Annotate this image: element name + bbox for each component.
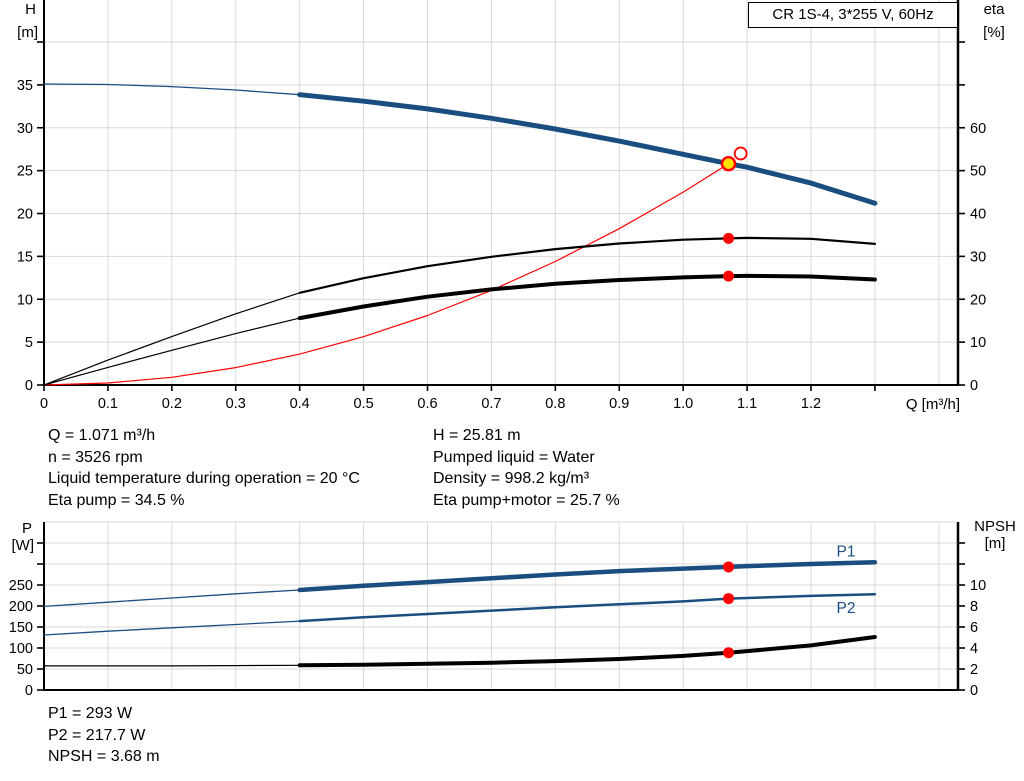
left-tick-label: 0 [25,683,33,699]
npsh-curve [297,635,877,668]
head-curve [297,92,878,206]
x-tick-label: 0 [40,396,48,412]
left-tick-label: 5 [25,335,33,351]
left-tick-label: 15 [17,249,33,265]
annotation-speed: n = 3526 rpm [48,449,143,466]
right-tick-label: 10 [970,578,986,594]
left-tick-label: 200 [9,599,33,615]
x-tick-label: 0.7 [481,396,501,412]
right-tick-label: 20 [970,292,986,308]
eta-pump-curve-thin [43,292,301,386]
x-tick-label: 0.9 [609,396,629,412]
left-tick-label: 150 [9,620,33,636]
x-tick-label: 1.1 [737,396,757,412]
right-tick-label: 6 [970,620,978,636]
p1-curve-thin [43,589,301,608]
annotation-flow: Q = 1.071 m³/h [48,427,156,444]
eta-axis-symbol: eta [983,1,1005,18]
right-tick-label: 60 [970,121,986,137]
power-axis-unit: [W] [11,537,35,554]
p1-curve-label: P1 [837,543,856,560]
annotation-density: Density = 998.2 kg/m³ [433,470,590,487]
npsh-axis-symbol: NPSH [974,518,1016,535]
head-axis-symbol: H [25,1,36,18]
npsh-curve-thin [43,664,301,667]
left-tick-label: 30 [17,121,33,137]
pump-title-box: CR 1S-4, 3*255 V, 60Hz [748,2,958,28]
right-tick-label: 30 [970,249,986,265]
p2-curve-thin [43,620,301,636]
annotation-eta-pump-motor: Eta pump+motor = 25.7 % [433,492,620,509]
annotation-liquid-temp: Liquid temperature during operation = 20… [48,470,360,487]
x-tick-label: 0.3 [226,396,246,412]
npsh-point [723,647,735,659]
x-tick-label: 0.1 [98,396,118,412]
annotation-p2: P2 = 217.7 W [48,727,146,744]
left-tick-label: 35 [17,78,33,94]
x-tick-label: 0.6 [417,396,437,412]
x-tick-label: 0.4 [290,396,310,412]
p2-curve-label: P2 [837,600,856,617]
eta-pump-curve [298,236,877,294]
requested-duty-point [733,146,748,161]
right-tick-label: 4 [970,641,978,657]
left-tick-label: 25 [17,164,33,180]
right-tick-label: 10 [970,335,986,351]
right-tick-label: 0 [970,378,978,394]
left-tick-label: 0 [25,378,33,394]
annotation-npsh: NPSH = 3.68 m [48,748,160,765]
head-curve-thin [43,83,301,96]
right-tick-label: 40 [970,207,986,223]
p2-curve [298,592,877,623]
left-tick-label: 50 [17,662,33,678]
left-tick-label: 20 [17,207,33,223]
eta-pump-motor-curve [297,273,877,321]
npsh-axis-unit: [m] [984,535,1006,552]
x-tick-label: 0.8 [545,396,565,412]
head-axis-unit: [m] [17,24,38,41]
p2-point [723,593,735,605]
x-tick-label: 0.5 [353,396,373,412]
right-tick-label: 0 [970,683,978,699]
head-eta-chart: 0 5 10 15 20 25 30 35 0 10 20 30 40 50 60 0 0.1 0.2 0.3 0.4… [17,0,986,412]
annotation-eta-pump: Eta pump = 34.5 % [48,492,185,509]
annotation-p1: P1 = 293 W [48,705,133,722]
p1-curve [297,560,878,593]
right-tick-label: 50 [970,164,986,180]
left-tick-label: 250 [9,578,33,594]
power-npsh-chart: 0 50 100 150 200 250 0 2 4 6 8 10 P1 P2 [9,521,986,699]
x-tick-label: 1.2 [801,396,821,412]
duty-point[interactable] [720,155,737,172]
eta-axis-unit: [%] [983,24,1005,41]
eta-pump-point [723,232,735,244]
system-curve [43,163,730,386]
eta-pump-motor-curve-thin [43,317,301,386]
right-tick-label: 2 [970,662,978,678]
right-tick-label: 8 [970,599,978,615]
left-tick-label: 10 [17,292,33,308]
flow-axis-label: Q [m³/h] [905,396,960,413]
left-tick-label: 100 [9,641,33,657]
p1-point [723,561,735,573]
x-tick-label: 0.2 [162,396,182,412]
eta-pump-motor-point [723,270,735,282]
annotation-pumped-liquid: Pumped liquid = Water [433,449,595,466]
x-tick-label: 1.0 [673,396,693,412]
power-axis-symbol: P [21,520,32,537]
annotation-head: H = 25.81 m [433,427,521,444]
